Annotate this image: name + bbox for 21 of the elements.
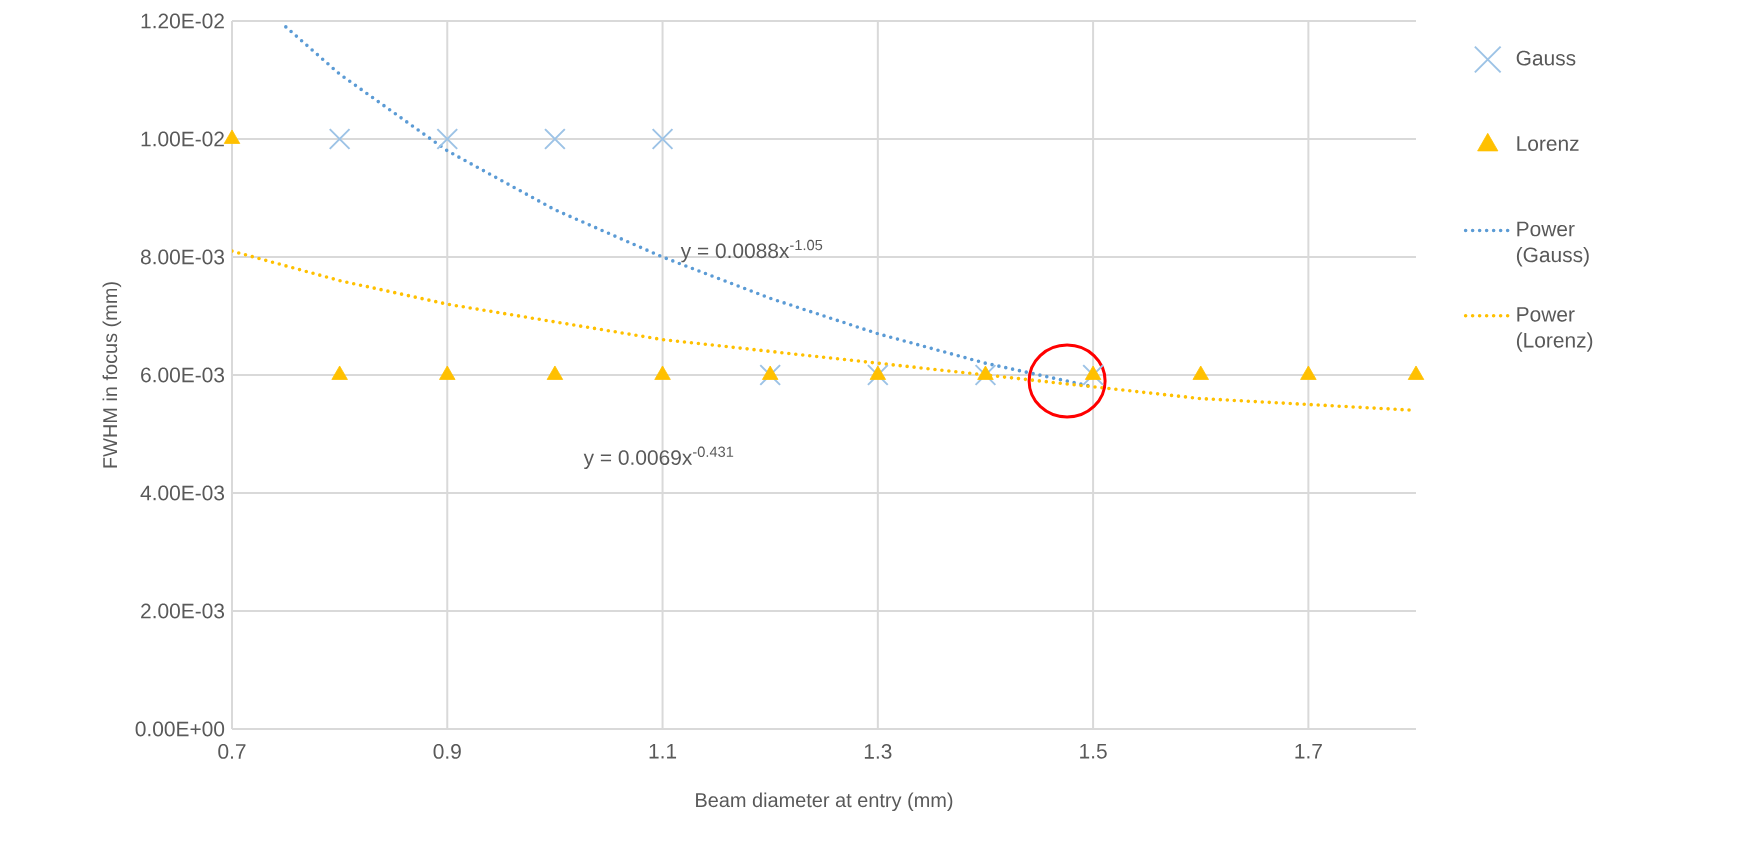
x-tick-label: 1.7 xyxy=(1295,744,1322,759)
legend-label: Lorenz xyxy=(1517,136,1579,151)
y-tick-label: 2.00E-03 xyxy=(141,603,225,619)
y-axis-title: FWHM in focus (mm) xyxy=(102,282,122,468)
x-axis-title: Beam diameter at entry (mm) xyxy=(696,792,953,812)
y-tick-label: 1.20E-02 xyxy=(141,13,224,29)
annotation: y = 0.0088x$^{-1.05}$ xyxy=(680,239,823,263)
x-tick-label: 1.3 xyxy=(864,744,892,759)
legend-label: Power (Lorenz) xyxy=(1516,307,1593,352)
annotation: y = 0.0069x$^{-0.431}$ xyxy=(583,446,734,470)
legend-label: Power (Gauss) xyxy=(1516,221,1589,267)
x-tick-label: 0.7 xyxy=(218,744,246,759)
y-tick-label: 6.00E-03 xyxy=(141,367,225,383)
y-tick-label: 1.00E-02 xyxy=(141,131,224,147)
x-tick-label: 1.5 xyxy=(1080,744,1107,759)
x-tick-label: 1.1 xyxy=(649,744,677,759)
y-tick-label: 0.00E+00 xyxy=(135,721,225,737)
y-tick-label: 8.00E-03 xyxy=(140,249,225,265)
y-tick-label: 4.00E-03 xyxy=(140,485,225,501)
legend-label: Gauss xyxy=(1516,50,1576,66)
x-tick-label: 0.9 xyxy=(433,744,461,759)
